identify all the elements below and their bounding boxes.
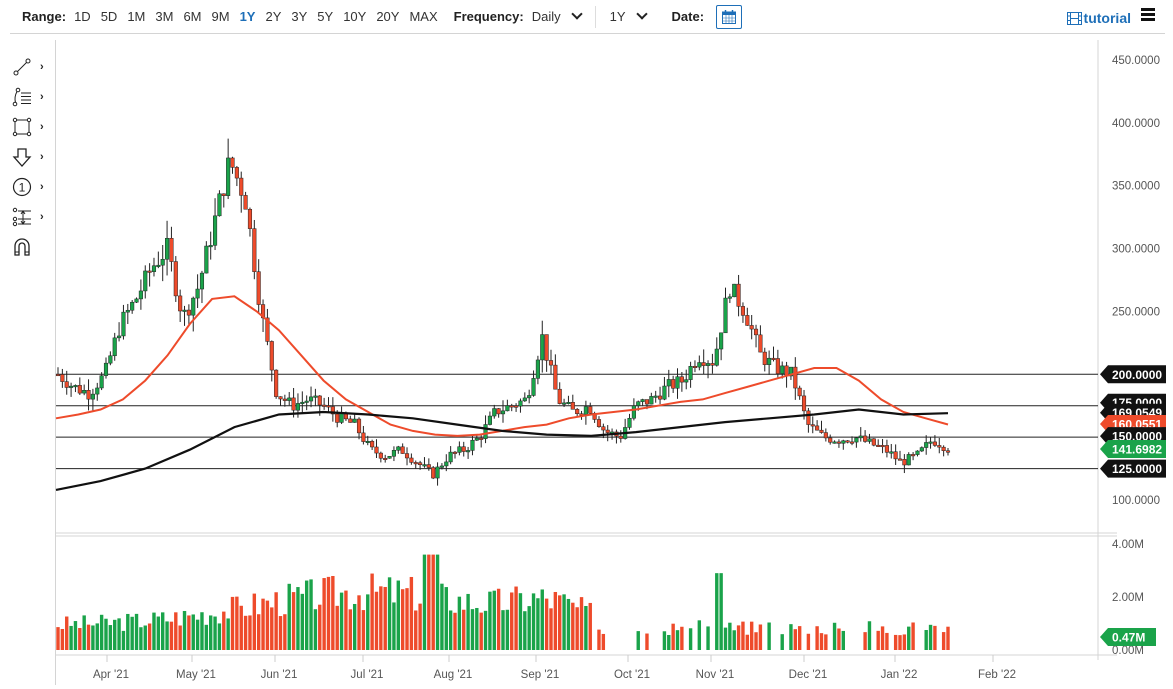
y-tick-label: 300.0000	[1112, 244, 1160, 256]
volume-tick-label: 4.00M	[1112, 539, 1144, 551]
chevron-right-icon: ›	[40, 211, 44, 223]
svg-text:200.0000: 200.0000	[1112, 368, 1162, 382]
number-marker-tool-button[interactable]: 1 ›	[12, 172, 54, 202]
price-tag: 141.6982	[1100, 440, 1166, 458]
price-tag: 200.0000	[1100, 365, 1166, 384]
arrow-tool-button[interactable]: ›	[12, 142, 54, 172]
measure-tool-icon	[12, 207, 31, 227]
range-button-5d[interactable]: 5D	[100, 9, 118, 24]
range-button-1y[interactable]: 1Y	[239, 9, 256, 24]
date-picker-button[interactable]	[716, 4, 743, 29]
x-tick-label: Jun '21	[261, 669, 298, 681]
measure-tool-button[interactable]: ›	[12, 202, 54, 232]
toolbar-divider	[10, 33, 1165, 34]
y-tick-label: 350.0000	[1112, 181, 1160, 193]
magnet-icon	[14, 238, 30, 256]
x-tick-label: Feb '22	[978, 669, 1016, 681]
range-label: Range:	[22, 9, 67, 24]
range-button-10y[interactable]: 10Y	[343, 9, 367, 24]
x-tick-label: May '21	[176, 669, 216, 681]
drawing-tools-panel: › › › › 1 › ›	[12, 52, 54, 262]
rectangle-tool-button[interactable]: ›	[12, 112, 54, 142]
candlesticks	[55, 138, 951, 486]
number-marker-tool-icon: 1	[12, 177, 32, 197]
period-select[interactable]: 1Y	[609, 8, 648, 24]
x-tick-label: Apr '21	[93, 669, 129, 681]
volume-bars	[56, 554, 950, 650]
chevron-right-icon: ›	[40, 151, 44, 163]
svg-text:125.0000: 125.0000	[1112, 462, 1162, 476]
range-button-6m[interactable]: 6M	[183, 9, 202, 24]
date-label: Date:	[671, 9, 705, 24]
period-value: 1Y	[609, 9, 626, 24]
calendar-icon	[722, 9, 737, 24]
volume-tick-label: 2.00M	[1112, 592, 1144, 604]
x-tick-label: Sep '21	[521, 669, 560, 681]
menu-button[interactable]	[1141, 8, 1155, 23]
x-tick-label: Oct '21	[614, 669, 650, 681]
chart-left-border	[55, 40, 56, 685]
range-button-2y[interactable]: 2Y	[265, 9, 282, 24]
chart-toolbar: Range: 1D 5D 1M 3M 6M 9M 1Y 2Y 3Y 5Y 10Y 20Y MAX Fre…	[0, 0, 1173, 33]
frequency-group: Frequency: Daily 1Y Date:	[453, 4, 743, 29]
magnet-tool-button[interactable]	[12, 232, 54, 262]
x-tick-label: Jul '21	[351, 669, 384, 681]
chevron-right-icon: ›	[40, 91, 44, 103]
x-tick-label: Aug '21	[434, 669, 473, 681]
y-tick-label: 450.0000	[1112, 55, 1160, 67]
svg-text:0.47M: 0.47M	[1112, 631, 1145, 645]
film-icon	[1066, 11, 1082, 25]
fibonacci-tool-icon	[12, 87, 31, 107]
price-tag: 125.0000	[1100, 459, 1166, 478]
tutorial-link[interactable]: tutorial	[1066, 10, 1131, 26]
frequency-label: Frequency:	[453, 9, 524, 24]
svg-text:141.6982: 141.6982	[1112, 443, 1162, 457]
fibonacci-tool-button[interactable]: ›	[12, 82, 54, 112]
volume-tag: 0.47M	[1100, 628, 1156, 646]
line-tool-icon	[13, 58, 31, 76]
chevron-right-icon: ›	[40, 181, 44, 193]
frequency-value: Daily	[531, 9, 561, 24]
line-tool-button[interactable]: ›	[12, 52, 54, 82]
range-button-9m[interactable]: 9M	[211, 9, 230, 24]
range-buttons: 1D 5D 1M 3M 6M 9M 1Y 2Y 3Y 5Y 10Y 20Y MAX	[74, 9, 448, 24]
volume-tick-label: 0.00M	[1112, 645, 1144, 657]
x-tick-label: Nov '21	[696, 669, 735, 681]
frequency-select[interactable]: Daily	[531, 8, 583, 24]
range-button-max[interactable]: MAX	[409, 9, 438, 24]
range-button-1m[interactable]: 1M	[127, 9, 146, 24]
rectangle-tool-icon	[12, 117, 32, 137]
svg-text:100.0000: 100.0000	[1112, 495, 1160, 507]
y-tick-label: 250.0000	[1112, 306, 1160, 318]
tutorial-label: tutorial	[1083, 10, 1131, 26]
y-tick-label: 400.0000	[1112, 118, 1160, 130]
range-button-3m[interactable]: 3M	[155, 9, 174, 24]
range-button-1d[interactable]: 1D	[74, 9, 91, 24]
svg-text:1: 1	[19, 181, 26, 195]
x-tick-label: Jan '22	[881, 669, 918, 681]
divider	[594, 5, 596, 28]
x-tick-label: Dec '21	[789, 669, 828, 681]
chevron-right-icon: ›	[40, 121, 44, 133]
range-button-20y[interactable]: 20Y	[376, 9, 400, 24]
range-button-5y[interactable]: 5Y	[317, 9, 334, 24]
slow-moving-average-line[interactable]	[55, 408, 949, 491]
chevron-right-icon: ›	[40, 61, 44, 73]
range-button-3y[interactable]: 3Y	[291, 9, 308, 24]
arrow-down-tool-icon	[12, 148, 32, 167]
